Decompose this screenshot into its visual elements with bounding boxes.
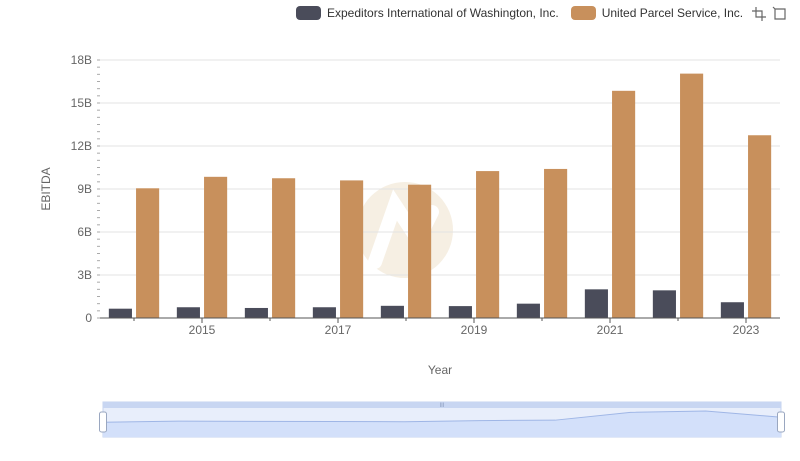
watermark-logo (357, 182, 453, 278)
bar-ups-2019[interactable] (476, 171, 500, 318)
bar-ups-2016[interactable] (272, 178, 296, 318)
legend-swatch-expeditors (296, 6, 321, 20)
x-axis-title: Year (428, 363, 452, 377)
bar-ups-2022[interactable] (680, 73, 704, 318)
chart-legend: Expeditors International of Washington, … (296, 3, 755, 23)
datazoom-top-bar[interactable] (103, 402, 781, 408)
y-tick-label: 12B (71, 139, 92, 153)
chart-toolbox (746, 6, 788, 22)
zoom-reset-icon[interactable] (772, 6, 788, 22)
x-tick-label: 2023 (733, 323, 760, 337)
bar-expeditors-2015[interactable] (176, 307, 200, 318)
datazoom-handle-left[interactable] (99, 411, 107, 433)
bar-ups-2023[interactable] (748, 135, 772, 318)
bar-ups-2021[interactable] (612, 90, 636, 318)
legend-swatch-ups (570, 6, 596, 20)
bar-expeditors-2016[interactable] (244, 307, 268, 318)
bar-expeditors-2023[interactable] (720, 302, 744, 318)
bar-expeditors-2021[interactable] (584, 289, 608, 318)
bar-ups-2020[interactable] (544, 168, 568, 318)
bar-ups-2017[interactable] (340, 180, 364, 318)
watermark-circle (357, 182, 453, 278)
y-tick-label: 6B (77, 225, 92, 239)
legend-item-expeditors[interactable]: Expeditors International of Washington, … (296, 6, 559, 20)
x-tick-label: 2019 (461, 323, 488, 337)
bar-expeditors-2018[interactable] (380, 305, 404, 318)
y-tick-label: 3B (77, 268, 92, 282)
x-tick-label: 2015 (189, 323, 216, 337)
x-tick-label: 2021 (597, 323, 624, 337)
watermark-glyph (368, 189, 439, 269)
bar-expeditors-2022[interactable] (652, 290, 676, 318)
datazoom-track[interactable] (102, 401, 782, 438)
legend-item-ups[interactable]: United Parcel Service, Inc. (570, 6, 744, 20)
legend-label-ups: United Parcel Service, Inc. (601, 6, 744, 20)
y-tick-label: 9B (77, 182, 92, 196)
y-tick-label: 15B (71, 96, 92, 110)
bar-expeditors-2019[interactable] (448, 306, 472, 318)
datazoom-overview-line (102, 410, 782, 423)
legend-label-expeditors: Expeditors International of Washington, … (327, 6, 559, 20)
bar-expeditors-2020[interactable] (516, 303, 540, 318)
zoom-icon[interactable] (751, 6, 767, 22)
datazoom-overview-area (103, 411, 781, 437)
bar-ups-2015[interactable] (204, 176, 228, 318)
x-tick-label: 2017 (325, 323, 352, 337)
datazoom-handle-right[interactable] (777, 411, 785, 433)
datazoom-move-handle[interactable]: III (439, 403, 444, 409)
bar-ups-2014[interactable] (136, 188, 160, 318)
y-tick-label: 18B (71, 53, 92, 67)
bar-ups-2018[interactable] (408, 184, 432, 318)
bar-expeditors-2017[interactable] (312, 307, 336, 318)
bar-expeditors-2014[interactable] (108, 308, 132, 318)
y-axis-title: EBITDA (39, 167, 53, 210)
y-tick-label: 0 (85, 311, 92, 325)
